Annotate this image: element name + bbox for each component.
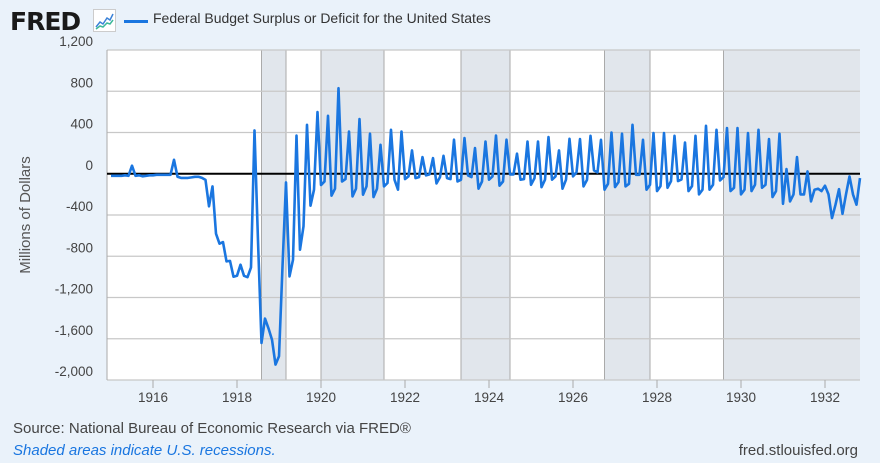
source-note: Source: National Bureau of Economic Rese… xyxy=(13,420,411,437)
line-chart-icon[interactable] xyxy=(93,9,116,32)
y-tick-label: 0 xyxy=(85,158,93,173)
y-tick-label: -800 xyxy=(66,240,93,255)
x-tick-label: 1932 xyxy=(810,390,840,405)
x-tick-label: 1920 xyxy=(306,390,336,405)
y-tick-label: -1,600 xyxy=(55,323,93,338)
fred-logo[interactable]: FRED xyxy=(10,7,81,36)
legend-swatch xyxy=(124,20,148,23)
x-tick-label: 1924 xyxy=(474,390,505,405)
fred-url[interactable]: fred.stlouisfed.org xyxy=(738,442,858,459)
x-tick-label: 1916 xyxy=(138,390,168,405)
y-tick-label: 800 xyxy=(70,75,93,90)
x-tick-label: 1922 xyxy=(390,390,420,405)
y-axis-label: Millions of Dollars xyxy=(17,156,34,274)
x-tick-label: 1918 xyxy=(222,390,252,405)
y-tick-label: 1,200 xyxy=(59,34,93,49)
chart-title: Federal Budget Surplus or Deficit for th… xyxy=(153,10,491,26)
x-tick-label: 1928 xyxy=(642,390,672,405)
recession-note: Shaded areas indicate U.S. recessions. xyxy=(13,442,276,459)
y-tick-label: -2,000 xyxy=(55,364,93,379)
x-tick-label: 1930 xyxy=(726,390,756,405)
y-tick-label: -1,200 xyxy=(55,282,93,297)
y-tick-label: -400 xyxy=(66,199,93,214)
y-tick-label: 400 xyxy=(70,117,93,132)
x-tick-label: 1926 xyxy=(558,390,588,405)
